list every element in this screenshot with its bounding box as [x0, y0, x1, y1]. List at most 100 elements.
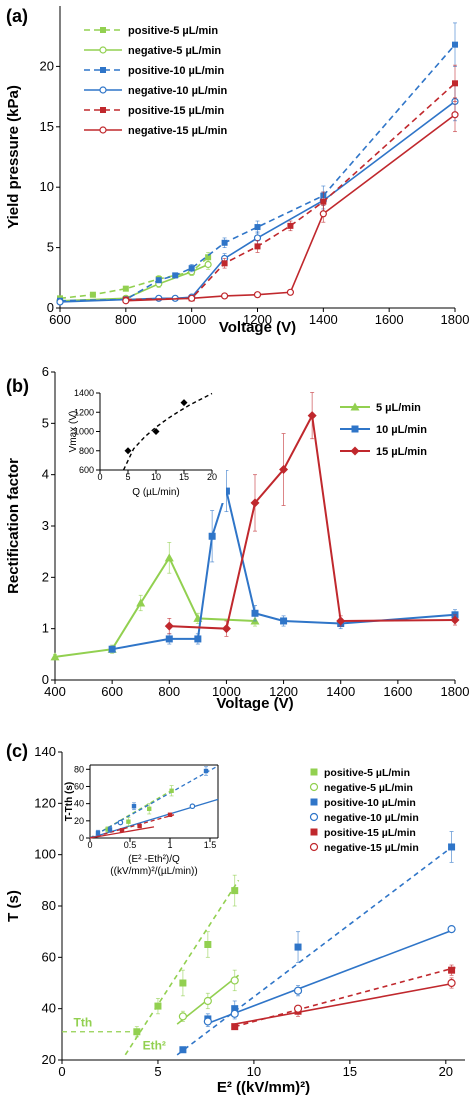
inset-fit-line	[122, 392, 213, 471]
y-tick-label: 20	[42, 1052, 56, 1067]
x-tick-label: 400	[44, 684, 66, 699]
legend-label: negative-15 µL/min	[128, 125, 228, 137]
data-point	[50, 652, 60, 661]
data-point	[172, 272, 179, 279]
y-axis-title: Yield pressure (kPa)	[5, 85, 22, 229]
y-tick-label: 1400	[74, 388, 94, 398]
y-tick-label: 6	[42, 364, 49, 379]
legend-marker	[100, 27, 106, 33]
data-point	[203, 996, 212, 1006]
y-tick-label: 5	[42, 415, 49, 430]
data-point	[222, 487, 230, 495]
legend-label: negative-15 µL/min	[324, 842, 419, 854]
y-tick-label: 40	[74, 799, 84, 809]
data-point	[320, 198, 327, 205]
data-point	[154, 1002, 162, 1010]
x-tick-label: 0	[58, 1064, 65, 1079]
fit-line-5	[234, 982, 456, 1025]
x-tick-label: 1200	[243, 312, 272, 327]
data-point	[293, 986, 303, 995]
data-point	[178, 1012, 187, 1021]
y-tick-label: 80	[42, 898, 56, 913]
data-point	[89, 291, 96, 298]
annotation: Eth²	[143, 1039, 166, 1053]
y-axis-title: T (s)	[5, 890, 22, 922]
y-tick-label: 60	[74, 781, 84, 791]
x-tick-label: 1	[167, 840, 172, 850]
y-tick-label: 100	[34, 847, 56, 862]
legend-marker	[309, 842, 319, 852]
data-point	[221, 260, 228, 267]
legend-label: 10 µL/min	[376, 424, 427, 436]
x-tick-label: 600	[101, 684, 123, 699]
y-tick-label: 600	[79, 465, 94, 475]
inset-data-point	[180, 399, 188, 407]
x-tick-label: 5	[125, 472, 130, 482]
inset-y-title: T-Tth (s)	[64, 782, 75, 821]
legend-marker	[99, 126, 107, 134]
inset-data-point	[117, 819, 124, 826]
y-tick-label: 80	[74, 764, 84, 774]
data-point	[293, 1004, 303, 1013]
data-point	[164, 553, 174, 562]
data-point	[448, 966, 456, 974]
inset-data-point	[167, 812, 173, 818]
y-tick-label: 1	[42, 621, 49, 636]
legend-marker	[310, 798, 318, 806]
data-point	[254, 224, 261, 231]
data-point	[188, 265, 195, 272]
x-tick-label: 800	[158, 684, 180, 699]
data-point	[319, 210, 327, 218]
data-point	[188, 294, 196, 302]
legend-label: negative-10 µL/min	[324, 812, 419, 824]
data-point	[447, 924, 456, 934]
legend-label: positive-10 µL/min	[128, 65, 224, 77]
data-point	[286, 288, 295, 296]
data-point	[287, 222, 294, 229]
legend-marker	[100, 67, 106, 73]
fit-line-3	[205, 928, 456, 1025]
data-point	[452, 41, 458, 48]
inset-data-point	[131, 804, 137, 809]
data-point	[179, 979, 187, 987]
legend-marker	[351, 425, 359, 433]
inset-fit-line-4	[89, 814, 175, 839]
inset-chart: 0 5 10 15 20 600 800 1000 1200 1400 Q (µL/min) Vmax…	[66, 383, 226, 503]
legend-marker	[309, 782, 319, 792]
x-tick-label: 10	[151, 472, 161, 482]
x-tick-label: 1000	[212, 684, 241, 699]
inset-data-point	[189, 803, 196, 810]
panel-label-a: (a)	[6, 6, 28, 26]
inset-data-point	[126, 819, 131, 824]
y-tick-label: 0	[79, 833, 84, 843]
inset-data-point	[169, 788, 174, 793]
data-point	[221, 624, 231, 634]
y-tick-label: 20	[40, 58, 54, 73]
x-tick-label: 20	[207, 472, 217, 482]
y-tick-label: 10	[40, 179, 54, 194]
data-point	[204, 260, 212, 269]
data-point	[133, 1028, 141, 1036]
data-point	[336, 616, 346, 626]
y-tick-label: 120	[34, 795, 56, 810]
fit-line-2	[176, 843, 456, 1056]
inset-data-point	[124, 447, 132, 455]
legend-marker	[310, 828, 318, 836]
data-point	[136, 598, 146, 607]
series-line-2	[59, 44, 456, 302]
x-tick-label: 15	[343, 1064, 357, 1079]
data-point	[447, 978, 456, 988]
x-tick-label: 15	[179, 472, 189, 482]
y-tick-label: 1000	[74, 427, 94, 437]
y-tick-label: 15	[40, 119, 54, 134]
legend-label: 15 µL/min	[376, 446, 427, 458]
inset-data-point	[119, 828, 125, 833]
y-tick-label: 20	[74, 816, 84, 826]
y-tick-label: 4	[42, 467, 49, 482]
chart-a: 600 800 1000 1200 1400 1600 1800 0 5 10 15 20 Voltag…	[5, 6, 469, 336]
fit-line-0	[124, 879, 240, 1056]
y-tick-label: 2	[42, 569, 49, 584]
panel-label-c: (c)	[6, 741, 28, 761]
